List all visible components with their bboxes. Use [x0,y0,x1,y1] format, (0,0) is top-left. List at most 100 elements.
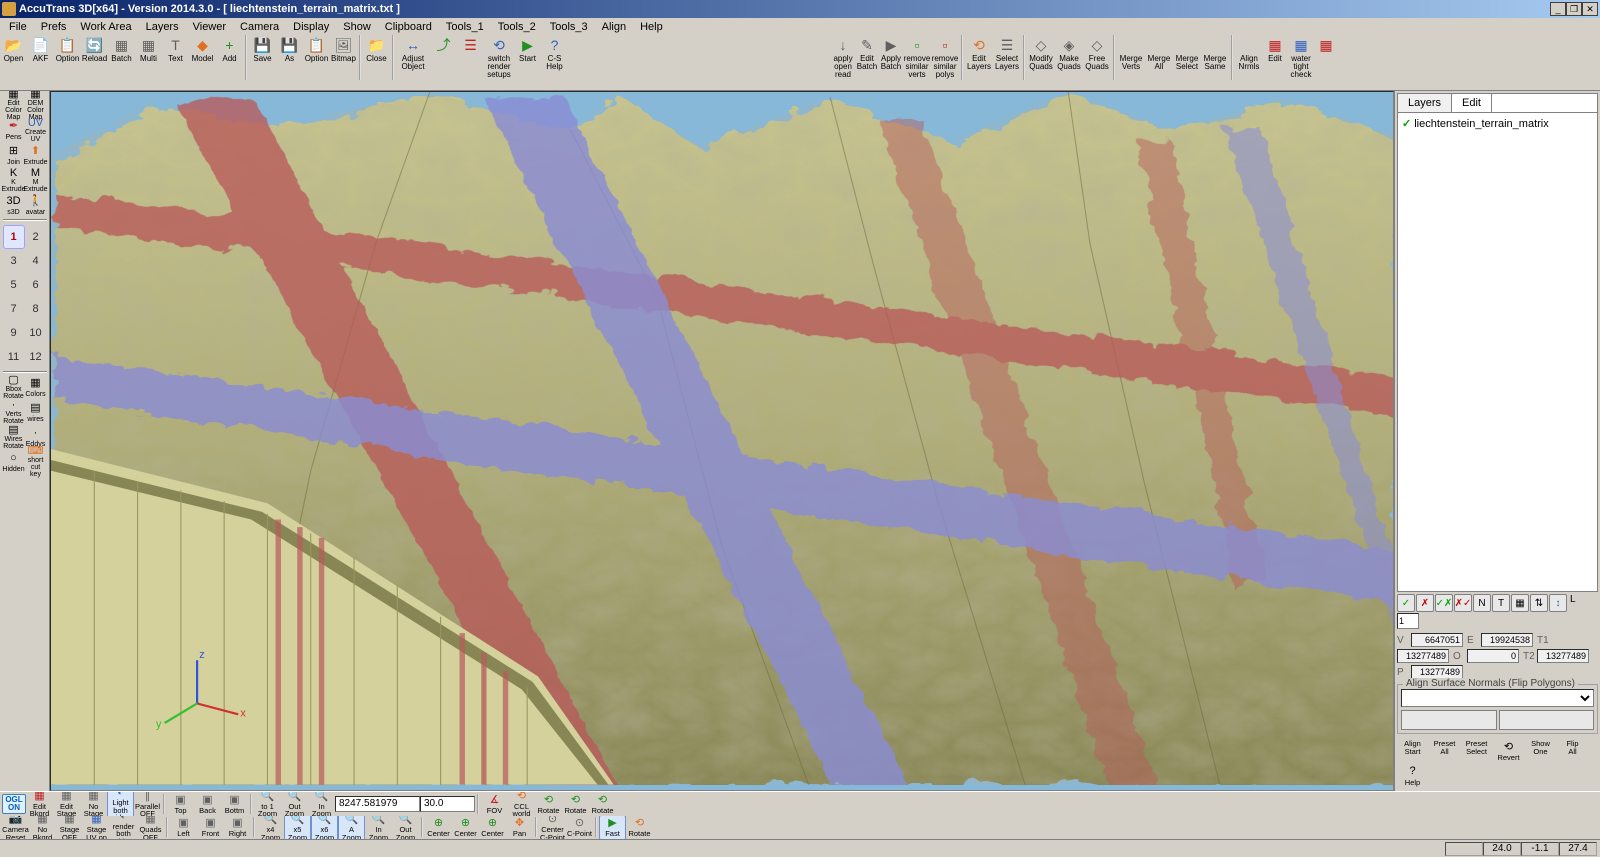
tool-open[interactable]: 📂Open [0,35,27,64]
layer-action-icon[interactable]: N [1473,594,1491,612]
menu-file[interactable]: File [2,20,34,34]
tool-apply-batch[interactable]: ▶Apply Batch [879,35,903,72]
align-btn-flip[interactable]: FlipAll [1557,739,1588,763]
menu-tools-1[interactable]: Tools_1 [439,20,491,34]
tool-edit-batch[interactable]: ✎Edit Batch [855,35,879,72]
layer-action-icon[interactable]: ✗ [1416,594,1434,612]
L-input[interactable] [1397,613,1419,629]
bottom-tool-no-bkgrd[interactable]: ▦No Bkgrd [29,816,56,840]
menu-help[interactable]: Help [633,20,670,34]
layer-action-icon[interactable]: ✗✓ [1454,594,1472,612]
layer-action-icon[interactable]: ✓ [1397,594,1415,612]
align-btn-show[interactable]: ShowOne [1525,739,1556,763]
bottom-tool-back[interactable]: ▣Back [194,793,221,816]
bottom-tool-center[interactable]: ⊕Center [452,816,479,839]
tool-batch[interactable]: ▦Batch [108,35,135,64]
tool-bitmap[interactable]: 🖼Bitmap [330,35,357,64]
bottom-tool-c-point[interactable]: ⊙C-Point [566,816,593,839]
tool-merge-all[interactable]: Merge All [1145,35,1173,72]
layers-list[interactable]: ✓ liechtenstein_terrain_matrix [1397,113,1598,592]
bottom-tool-out-zoom[interactable]: 🔍Out Zoom [281,792,308,816]
left-tool-colors[interactable]: ▦Colors [25,375,47,399]
bottom-tool-to-1-zoom[interactable]: 🔍to 1 Zoom [254,792,281,816]
number-slot-2[interactable]: 2 [25,225,47,249]
tool-akf[interactable]: 📄AKF [27,35,54,64]
bottom-tool-rotate[interactable]: ⟲Rotate [562,793,589,816]
bottom-tool-stage-uv-on[interactable]: ▦Stage UV on [83,816,110,840]
number-slot-5[interactable]: 5 [3,273,25,297]
align-btn-preset[interactable]: PresetSelect [1461,739,1492,763]
number-slot-3[interactable]: 3 [3,249,25,273]
tool-icon[interactable]: ⤴ [430,35,457,56]
bottom-tool-ccl-world[interactable]: ⟲CCL world [508,792,535,816]
tool-close[interactable]: 📁Close [363,35,390,64]
restore-button[interactable]: ❐ [1566,2,1582,16]
left-tool-edit-color-map[interactable]: ▦Edit Color Map [3,93,25,117]
tool-remove-similar-polys[interactable]: ▫remove similar polys [931,35,959,80]
tool-text[interactable]: TText [162,35,189,64]
layer-action-icon[interactable]: ⇅ [1530,594,1548,612]
number-slot-4[interactable]: 4 [25,249,47,273]
tool-start[interactable]: ▶Start [514,35,541,64]
ogl-toggle[interactable]: OGL ON [2,794,26,814]
tool-icon[interactable]: ▦ [1315,35,1337,56]
menu-work-area[interactable]: Work Area [73,20,138,34]
bottom-tool-rotate[interactable]: ⟲Rotate [589,793,616,816]
bottom-tool-parallel-off[interactable]: ∥Parallel OFF [134,792,161,816]
bottom-tool-render-both-sides[interactable]: ◐render both sides [110,816,137,840]
menu-align[interactable]: Align [595,20,633,34]
bottom-tool-front[interactable]: ▣Front [197,816,224,839]
tool-merge-same[interactable]: Merge Same [1201,35,1229,72]
bottom-tool-in-zoom[interactable]: 🔍In Zoom [308,792,335,816]
number-slot-9[interactable]: 9 [3,321,25,345]
menu-show[interactable]: Show [336,20,378,34]
tool-water-tight-check[interactable]: ▦water tight check [1287,35,1315,80]
menu-camera[interactable]: Camera [233,20,286,34]
bottom-input[interactable] [420,796,475,812]
tool-as[interactable]: 💾As [276,35,303,64]
tool-adjust-object[interactable]: ↔Adjust Object [396,35,430,72]
number-slot-10[interactable]: 10 [25,321,47,345]
bottom-tool-right[interactable]: ▣Right [224,816,251,839]
align-normals-select[interactable] [1401,689,1594,707]
minimize-button[interactable]: _ [1550,2,1566,16]
left-tool-create-uv[interactable]: UVCreate UV [25,118,47,142]
align-btn-help[interactable]: ?Help [1397,764,1428,788]
bottom-tool-rotate[interactable]: ⟲Rotate [535,793,562,816]
menu-tools-3[interactable]: Tools_3 [543,20,595,34]
left-tool-extrude[interactable]: ⬆Extrude [25,143,47,167]
bottom-tool-center-c-point[interactable]: ⊙Center C-Point [539,816,566,840]
left-tool-hidden[interactable]: ○Hidden [3,450,25,474]
bottom-tool-x6-zoom[interactable]: 🔍x6 Zoom [311,816,338,840]
tab-layers[interactable]: Layers [1398,94,1452,112]
bottom-input[interactable] [335,796,420,812]
layer-action-icon[interactable]: ✓✗ [1435,594,1453,612]
bottom-tool-center[interactable]: ⊕Center [479,816,506,839]
tool-free-quads[interactable]: ◇Free Quads [1083,35,1111,72]
tool-add[interactable]: +Add [216,35,243,64]
tool-make-quads[interactable]: ◈Make Quads [1055,35,1083,72]
bottom-tool-out-zoom[interactable]: 🔍Out Zoom [392,816,419,840]
tool-edit[interactable]: ▦Edit [1263,35,1287,64]
menu-viewer[interactable]: Viewer [186,20,233,34]
bottom-tool-light-both-sides[interactable]: ◐Light both sides [107,792,134,816]
left-tool-k-extrude[interactable]: KK Extrude [3,168,25,192]
left-tool-pens[interactable]: ✒Pens [3,118,25,142]
tool-apply-open-read[interactable]: ↓apply open read [831,35,855,80]
number-slot-1[interactable]: 1 [3,225,25,249]
bottom-tool-center[interactable]: ⊕Center [425,816,452,839]
tool-merge-select[interactable]: Merge Select [1173,35,1201,72]
left-tool-verts-rotate[interactable]: ·Verts Rotate [3,400,25,424]
layer-action-icon[interactable]: T [1492,594,1510,612]
left-tool-dem-color-map[interactable]: ▦DEM Color Map [25,93,47,117]
bottom-tool-fast[interactable]: ▶Fast [599,816,626,840]
number-slot-11[interactable]: 11 [3,345,25,369]
bottom-tool-top[interactable]: ▣Top [167,793,194,816]
left-tool-avatar[interactable]: 🚶avatar [25,193,47,217]
tool-icon[interactable]: ☰ [457,35,484,56]
tool-option[interactable]: 📋Option [54,35,81,64]
tool-option[interactable]: 📋Option [303,35,330,64]
bottom-tool-x4-zoom[interactable]: 🔍x4 Zoom [257,816,284,840]
left-tool-bbox-rotate[interactable]: ▢Bbox Rotate [3,375,25,399]
number-slot-12[interactable]: 12 [25,345,47,369]
